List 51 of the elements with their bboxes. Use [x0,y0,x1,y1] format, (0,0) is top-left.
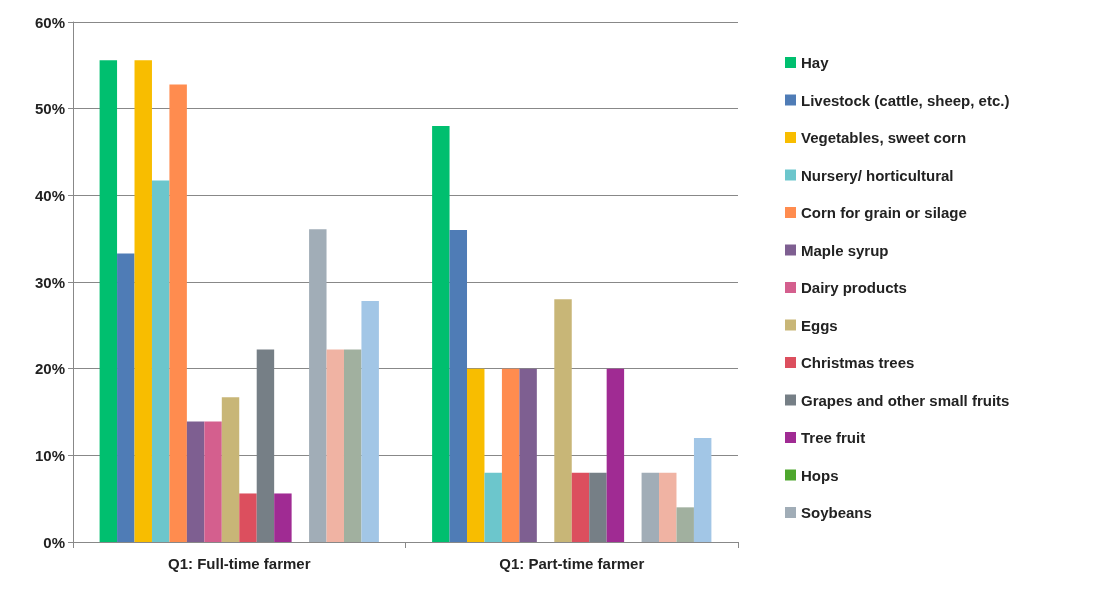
legend-label: Tree fruit [801,429,866,446]
bar [449,230,468,542]
bar [484,472,502,542]
bar [641,472,660,542]
bar [256,349,275,542]
bar [589,472,607,542]
y-tick-label: 0% [43,533,65,551]
bar [186,421,205,542]
bar [571,472,590,542]
bar [659,472,677,542]
x-tick-label: Q1: Full-time farmer [167,555,311,572]
bar [467,368,485,542]
y-tick-label: 50% [34,100,65,118]
y-tick-label: 10% [34,446,65,464]
y-tick-label: 20% [34,360,65,378]
bar [204,421,222,542]
bar [519,368,537,542]
legend-label: Soybeans [801,504,872,521]
bar [606,368,625,542]
bar [99,60,118,542]
y-tick-label: 60% [34,13,65,31]
legend-label: Dairy products [801,279,907,296]
bar [151,180,170,542]
legend-label: Hay [801,54,830,71]
legend-label: Corn for grain or silage [801,204,967,221]
legend-label: Eggs [801,316,838,334]
bar [693,438,712,542]
bar [343,349,362,542]
bar [309,229,327,542]
legend-label: Vegetables, sweet corn [801,129,967,146]
y-tick-label: 30% [34,273,65,291]
bar [432,126,450,542]
bar [326,349,344,542]
legend-label: Nursery/ horticultural [801,166,954,184]
legend-label: Hops [801,466,839,484]
bar [221,397,240,542]
bar [239,493,257,542]
bar [501,368,520,542]
bar [554,299,572,542]
bar [169,84,187,542]
bar [274,493,292,542]
bar [134,60,152,542]
bar [117,253,135,542]
x-tick-label: Q1: Part-time farmer [499,555,645,572]
legend-label: Maple syrup [801,241,889,259]
legend-label: Grapes and other small fruits [801,391,1010,409]
legend-label: Livestock (cattle, sheep, etc.) [801,91,1010,109]
bar [361,301,379,542]
bar [676,507,694,542]
y-tick-label: 40% [34,186,65,204]
legend-label: Christmas trees [801,354,915,371]
